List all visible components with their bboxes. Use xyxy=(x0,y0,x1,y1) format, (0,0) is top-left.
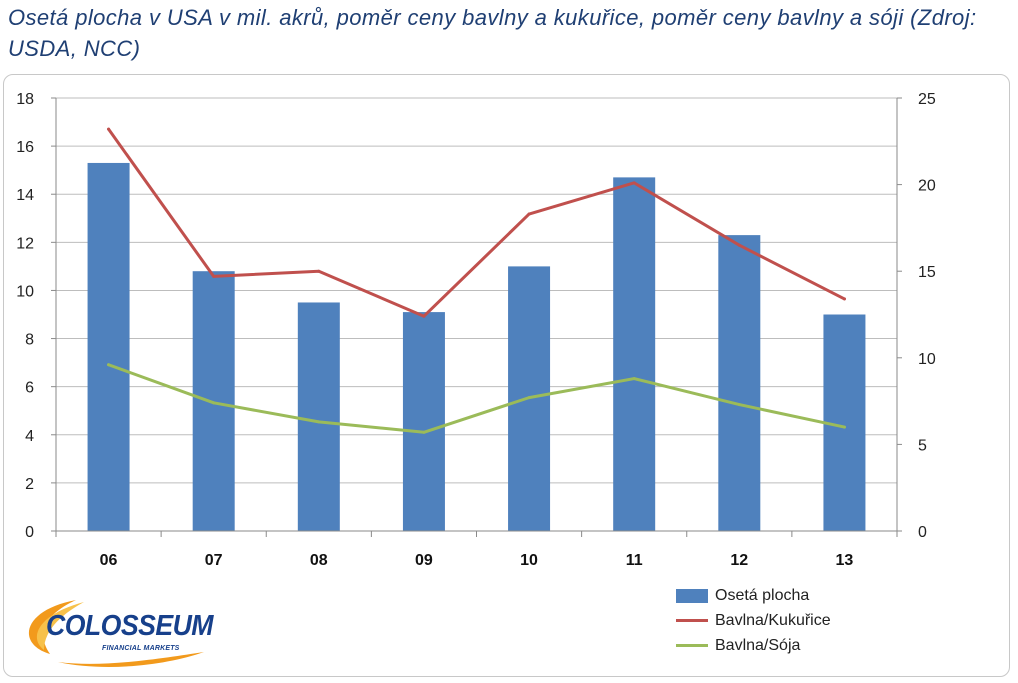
x-axis-category-label: 08 xyxy=(310,552,328,569)
left-axis-tick-label: 10 xyxy=(16,283,34,300)
right-axis-tick-label: 10 xyxy=(918,351,936,368)
axes xyxy=(51,97,902,537)
point-bavlna-soja xyxy=(317,420,321,424)
logo-swoosh-icon xyxy=(28,600,204,667)
colosseum-logo: COLOSSEUM FINANCIAL MARKETS xyxy=(14,592,224,672)
point-bavlna-kukurice xyxy=(422,314,426,318)
line-bavlna-soja xyxy=(107,363,846,434)
x-axis-category-label: 06 xyxy=(100,552,118,569)
x-axis-category-label: 11 xyxy=(626,552,643,569)
legend-label: Osetá plocha xyxy=(715,586,810,604)
line-series xyxy=(107,127,846,434)
point-bavlna-soja xyxy=(527,396,531,400)
bar-osetá-plocha xyxy=(613,177,656,531)
legend-item-bavlna-soja: Bavlna/Sója xyxy=(676,633,876,658)
left-axis-tick-label: 0 xyxy=(25,524,34,541)
bar-osetá-plocha xyxy=(192,271,235,531)
left-axis-tick-label: 16 xyxy=(16,139,34,156)
point-bavlna-kukurice xyxy=(842,297,846,301)
bar-series xyxy=(87,162,866,531)
legend-swatch-line xyxy=(676,644,708,647)
bar-osetá-plocha xyxy=(402,312,445,531)
logo-subtitle: FINANCIAL MARKETS xyxy=(102,645,180,652)
bar-osetá-plocha xyxy=(87,162,130,531)
x-axis-category-label: 13 xyxy=(836,552,854,569)
point-bavlna-kukurice xyxy=(107,127,111,131)
left-axis-tick-label: 12 xyxy=(16,235,34,252)
right-axis-tick-label: 20 xyxy=(918,178,936,195)
chart-title: Osetá plocha v USA v mil. akrů, poměr ce… xyxy=(8,5,977,61)
x-axis-category-label: 07 xyxy=(205,552,223,569)
gridlines xyxy=(56,97,897,484)
point-bavlna-kukurice xyxy=(317,269,321,273)
legend: Osetá plocha Bavlna/Kukuřice Bavlna/Sója xyxy=(676,583,876,658)
left-axis-tick-label: 2 xyxy=(25,476,34,493)
point-bavlna-kukurice xyxy=(527,212,531,216)
left-axis-tick-label: 4 xyxy=(25,428,34,445)
legend-label: Bavlna/Sója xyxy=(715,636,801,654)
point-bavlna-soja xyxy=(422,430,426,434)
x-axis-category-label: 10 xyxy=(520,552,538,569)
point-bavlna-soja xyxy=(737,403,741,407)
point-bavlna-kukurice xyxy=(212,274,216,278)
axis-labels: 0 2 4 6 8 10 12 14 16 18 0 5 10 15 20 25 06 07 08 09 10 11 12 1… xyxy=(16,91,936,569)
right-axis-tick-label: 5 xyxy=(918,437,927,454)
x-axis-category-label: 12 xyxy=(730,552,748,569)
point-bavlna-kukurice xyxy=(737,243,741,247)
legend-swatch-line xyxy=(676,619,708,622)
point-bavlna-soja xyxy=(842,425,846,429)
left-axis-tick-label: 18 xyxy=(16,91,34,108)
right-axis-tick-label: 25 xyxy=(918,91,936,108)
legend-swatch-bar xyxy=(676,588,708,603)
left-axis-tick-label: 8 xyxy=(25,332,34,349)
legend-item-bavlna-kukurice: Bavlna/Kukuřice xyxy=(676,608,876,633)
logo-wordmark: COLOSSEUM xyxy=(46,610,214,642)
left-axis-tick-label: 14 xyxy=(16,187,34,204)
x-axis-category-label: 09 xyxy=(415,552,433,569)
point-bavlna-kukurice xyxy=(632,181,636,185)
left-axis-tick-label: 6 xyxy=(25,380,34,397)
legend-label: Bavlna/Kukuřice xyxy=(715,611,831,629)
line-bavlna-kukurice xyxy=(107,127,846,318)
point-bavlna-soja xyxy=(212,401,216,405)
bar-osetá-plocha xyxy=(297,302,340,531)
bar-osetá-plocha xyxy=(718,235,761,531)
right-axis-tick-label: 15 xyxy=(918,264,936,281)
legend-item-osetá-plocha: Osetá plocha xyxy=(676,583,876,608)
point-bavlna-soja xyxy=(107,363,111,367)
right-axis-tick-label: 0 xyxy=(918,524,927,541)
point-bavlna-soja xyxy=(632,377,636,381)
